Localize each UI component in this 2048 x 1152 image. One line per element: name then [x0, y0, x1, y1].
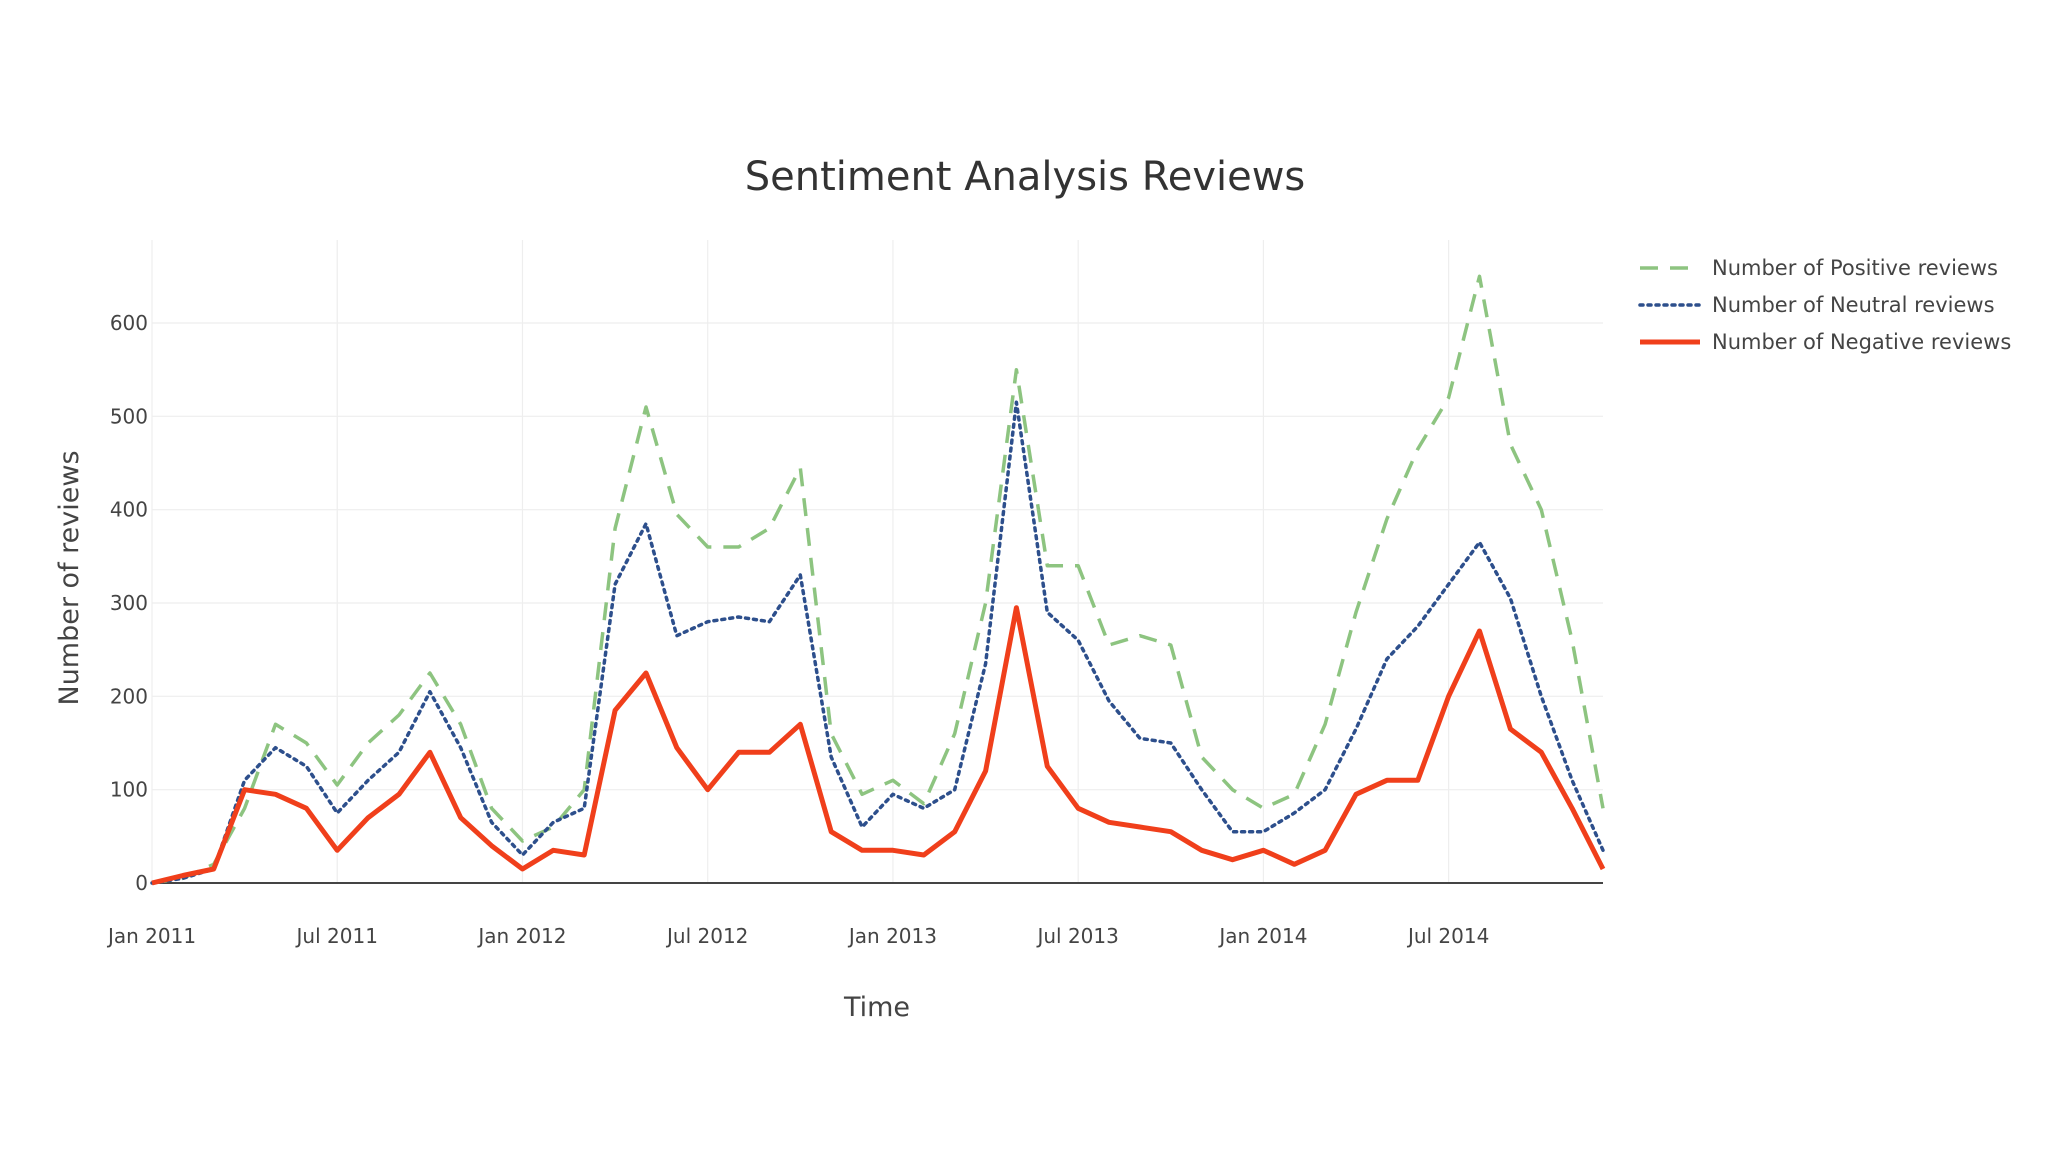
legend-item[interactable]: Number of Negative reviews — [1640, 330, 2011, 354]
legend-label: Number of Positive reviews — [1712, 256, 1998, 280]
y-axis-ticks: 0 100 200 300 400 500 600 — [110, 311, 148, 895]
chart-title: Sentiment Analysis Reviews — [745, 154, 1306, 200]
legend-item[interactable]: Number of Neutral reviews — [1638, 293, 1995, 317]
x-axis-ticks: Jan 2011 Jul 2011 Jan 2012 Jul 2012 Jan 2013… — [106, 924, 1489, 948]
series-line-number-of-neutral-reviews — [150, 400, 1605, 885]
legend-label: Number of Neutral reviews — [1712, 293, 1995, 317]
x-tick-label: Jul 2013 — [1035, 924, 1118, 948]
y-tick-label: 600 — [110, 311, 148, 335]
y-tick-label: 300 — [110, 591, 148, 615]
series-lines — [150, 274, 1606, 886]
x-tick-label: Jan 2012 — [476, 924, 566, 948]
series-line-number-of-negative-reviews — [151, 605, 1606, 886]
x-tick-label: Jul 2014 — [1406, 924, 1489, 948]
x-tick-label: Jul 2012 — [665, 924, 748, 948]
y-tick-label: 100 — [110, 778, 148, 802]
x-tick-label: Jan 2011 — [106, 924, 196, 948]
y-tick-label: 200 — [110, 684, 148, 708]
legend[interactable]: Number of Positive reviews Number of Neut… — [1638, 256, 2011, 354]
gridlines — [151, 240, 1603, 883]
x-tick-label: Jul 2011 — [295, 924, 378, 948]
legend-item[interactable]: Number of Positive reviews — [1640, 256, 1998, 280]
y-axis-title: Number of reviews — [54, 450, 85, 705]
x-axis-title: Time — [843, 992, 910, 1023]
y-tick-label: 500 — [110, 404, 148, 428]
legend-label: Number of Negative reviews — [1712, 330, 2011, 354]
x-tick-label: Jan 2013 — [847, 924, 937, 948]
series-line-number-of-positive-reviews — [151, 274, 1605, 885]
x-tick-label: Jan 2014 — [1217, 924, 1307, 948]
y-tick-label: 0 — [135, 871, 148, 895]
y-tick-label: 400 — [110, 498, 148, 522]
